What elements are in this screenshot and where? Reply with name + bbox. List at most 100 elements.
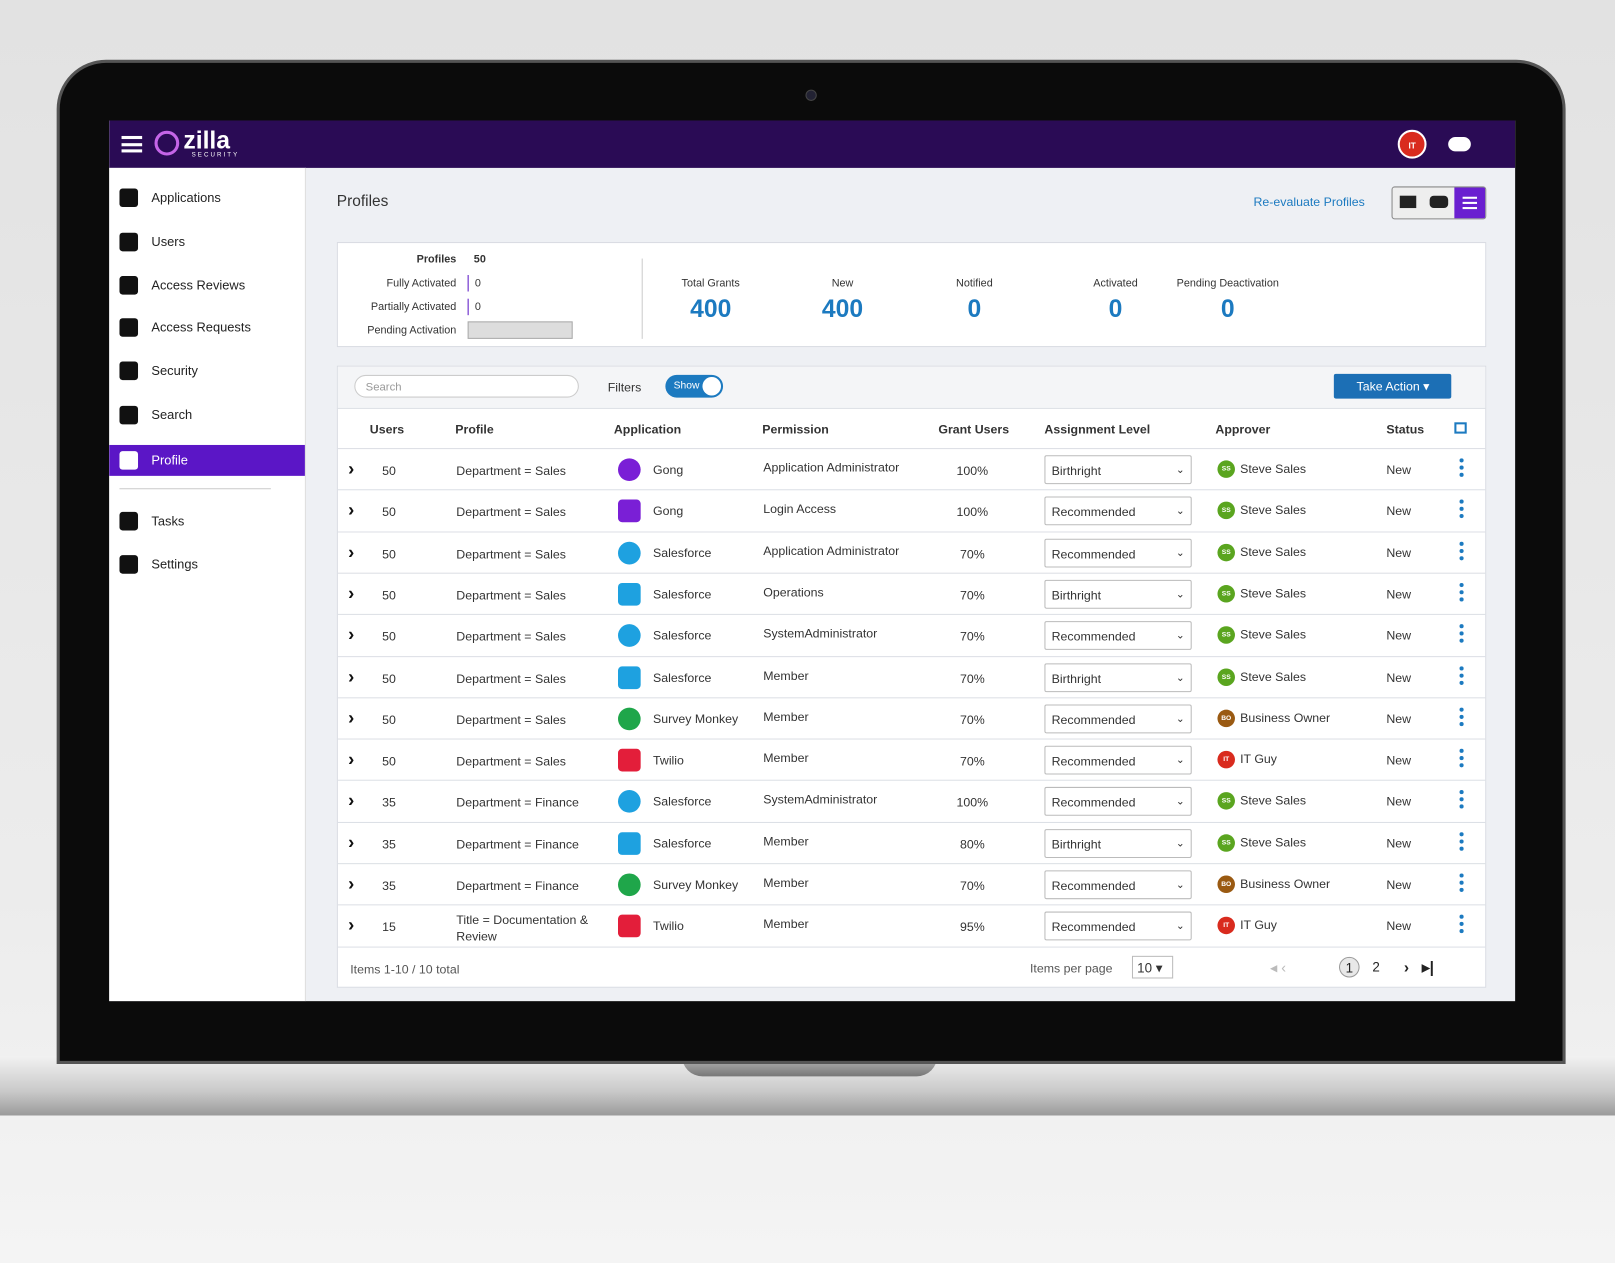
toggle-label: Show: [673, 380, 700, 392]
expand-chevron[interactable]: ›: [348, 458, 355, 479]
app-icon: [618, 665, 641, 689]
row-menu[interactable]: [1459, 582, 1464, 587]
grant-users: 95%: [959, 920, 985, 935]
menu-button[interactable]: [121, 135, 143, 153]
view-groups[interactable]: [1429, 195, 1449, 209]
table-row: › 50 Department = Sales Salesforce SystemAdm…: [337, 614, 1486, 656]
row-menu[interactable]: [1459, 914, 1464, 920]
assignment-select[interactable]: Recommended ⌄: [1044, 704, 1192, 734]
assignment-select[interactable]: Recommended ⌄: [1044, 787, 1192, 817]
sidebar-item[interactable]: Profile: [109, 444, 305, 476]
summary-stat: Activated 0: [1054, 277, 1178, 324]
sidebar-item[interactable]: Search: [109, 400, 305, 431]
row-menu[interactable]: [1459, 707, 1464, 712]
expand-chevron[interactable]: ›: [348, 748, 355, 770]
view-desktop[interactable]: [1399, 195, 1417, 209]
sidebar-icon: [119, 232, 139, 252]
row-menu[interactable]: [1459, 748, 1464, 754]
expand-chevron[interactable]: ›: [348, 914, 355, 936]
table-header: Users Profile Application Permission Grant U…: [337, 407, 1486, 449]
sidebar-item[interactable]: Access Reviews: [109, 270, 305, 301]
sidebar-item[interactable]: Applications: [109, 182, 305, 213]
take-action-label: Take Action: [1356, 379, 1420, 394]
approver-name: Steve Sales: [1240, 835, 1307, 850]
table-row: › 50 Department = Sales Salesforce Member 70%…: [337, 655, 1486, 698]
summary-value: 50: [473, 253, 486, 266]
app-screen: zilla SECURITY IT Applications Users Acces…: [109, 120, 1516, 1002]
assignment-select[interactable]: Recommended ⌄: [1044, 911, 1192, 941]
row-menu[interactable]: [1459, 873, 1464, 878]
sidebar-item[interactable]: Users: [109, 227, 305, 258]
row-menu[interactable]: [1459, 624, 1464, 629]
row-menu[interactable]: [1459, 541, 1464, 546]
assignment-select[interactable]: Birthright ⌄: [1044, 828, 1192, 858]
expand-chevron[interactable]: ›: [348, 831, 355, 853]
toolbar: Search Filters Show Take Action ▾: [337, 366, 1486, 408]
app-icon: [618, 541, 641, 565]
help-cloud[interactable]: [1448, 136, 1471, 152]
column-picker[interactable]: [1454, 422, 1467, 434]
status: New: [1386, 794, 1412, 809]
sidebar-item[interactable]: Access Requests: [109, 312, 305, 343]
stat-value: 0: [1220, 295, 1235, 324]
expand-chevron[interactable]: ›: [348, 541, 355, 562]
stat-value: 400: [821, 295, 864, 324]
filters-toggle[interactable]: Show: [665, 374, 724, 398]
users-count: 50: [382, 629, 396, 644]
assignment-select[interactable]: Recommended ⌄: [1044, 538, 1192, 568]
assignment-select[interactable]: Birthright ⌄: [1044, 662, 1192, 692]
column-header: Approver: [1215, 422, 1271, 437]
user-avatar[interactable]: IT: [1397, 129, 1427, 159]
sidebar-item[interactable]: Tasks: [109, 506, 305, 537]
expand-chevron[interactable]: ›: [348, 665, 355, 687]
summary-row-label: Partially Activated: [370, 300, 457, 314]
approver-name: Steve Sales: [1240, 585, 1307, 601]
assignment-select[interactable]: Recommended ⌄: [1044, 870, 1192, 900]
expand-chevron[interactable]: ›: [348, 873, 355, 895]
select-caret: ⌄: [1175, 755, 1185, 767]
expand-chevron[interactable]: ›: [348, 707, 355, 729]
search-input[interactable]: Search: [354, 374, 579, 398]
stat-label: New: [831, 277, 854, 290]
approver-avatar: SS: [1217, 460, 1235, 478]
row-menu[interactable]: [1459, 831, 1464, 837]
per-page-select[interactable]: 10 ▾: [1131, 955, 1174, 979]
sidebar-icon: [119, 276, 139, 295]
users-count: 35: [382, 878, 396, 894]
expand-chevron[interactable]: ›: [348, 790, 355, 812]
app-icon: [618, 873, 641, 897]
pager-next[interactable]: › ▸|: [1403, 958, 1435, 977]
approver-avatar: IT: [1217, 917, 1235, 935]
approver-avatar: SS: [1217, 833, 1235, 852]
assignment-select[interactable]: Recommended ⌄: [1044, 745, 1192, 775]
items-count: Items 1-10 / 10 total: [350, 962, 460, 977]
grant-users: 70%: [959, 588, 985, 603]
expand-chevron[interactable]: ›: [348, 499, 355, 521]
column-header[interactable]: Users: [369, 422, 405, 437]
assignment-select[interactable]: Birthright ⌄: [1044, 579, 1192, 609]
assignment-select[interactable]: Recommended ⌄: [1044, 621, 1192, 651]
take-action-button[interactable]: Take Action ▾: [1333, 373, 1452, 399]
expand-chevron[interactable]: ›: [348, 624, 355, 645]
sidebar-item[interactable]: Settings: [109, 549, 305, 580]
app-name: Salesforce: [653, 836, 712, 851]
row-menu[interactable]: [1459, 458, 1464, 463]
row-menu[interactable]: [1459, 790, 1464, 795]
row-menu[interactable]: [1459, 499, 1464, 504]
stat-value: 400: [690, 295, 732, 324]
reevaluate-link[interactable]: Re-evaluate Profiles: [1253, 194, 1365, 210]
expand-chevron[interactable]: ›: [348, 582, 355, 604]
sidebar-item[interactable]: Security: [109, 355, 305, 386]
view-list[interactable]: [1454, 187, 1486, 219]
page-number[interactable]: 1: [1339, 956, 1360, 978]
view-toggle: [1391, 186, 1487, 220]
assignment-select[interactable]: Birthright ⌄: [1044, 455, 1192, 485]
row-menu[interactable]: [1459, 665, 1464, 671]
page-number[interactable]: 2: [1372, 958, 1380, 975]
select-caret: ⌄: [1175, 879, 1185, 891]
assignment-level: Recommended: [1051, 712, 1136, 727]
pager-prev[interactable]: ◂ ‹: [1269, 958, 1287, 976]
assignment-select[interactable]: Recommended ⌄: [1044, 496, 1192, 526]
app-name: Salesforce: [653, 586, 712, 602]
